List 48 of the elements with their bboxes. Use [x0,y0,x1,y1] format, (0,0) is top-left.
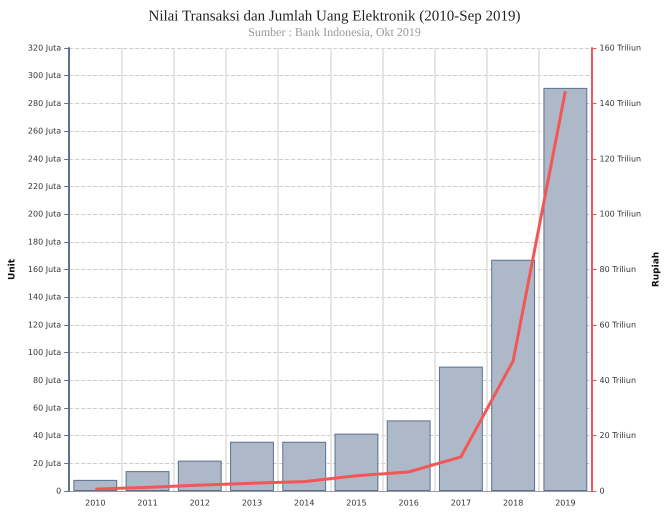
y-tick-label: 140 Juta [28,292,62,302]
x-tick-label: 2016 [398,498,419,508]
y-tick-label: 100 Juta [28,348,62,358]
y-tick-label: 240 Juta [28,154,62,164]
x-tick-label: 2014 [294,498,314,508]
y2-tick-label: 100 Triliun [599,210,642,219]
x-tick-label: 2011 [137,498,158,508]
y-tick-label: 0 [56,486,62,496]
x-tick-label: 2017 [450,498,472,508]
chart-subtitle: Sumber : Bank Indonesia, Okt 2019 [248,25,421,39]
y-tick-label: 80 Juta [32,376,62,385]
bar [282,442,326,491]
y-tick-label: 320 Juta [28,44,62,52]
x-tick-label: 2012 [190,498,210,508]
chart-title: Nilai Transaksi dan Jumlah Uang Elektronik (2010-Sep 2019) [148,8,521,24]
y-tick-label: 180 Juta [28,237,62,246]
bar [543,88,588,491]
y2-tick-label: 80 Triliun [599,265,636,274]
y-tick-label: 200 Juta [28,210,62,219]
line-series [94,90,567,491]
x-tick-label: 2018 [502,498,524,508]
bar [230,442,274,491]
x-tick-label: 2013 [242,498,262,508]
y2-tick-label: 160 Triliun [599,44,642,52]
y-tick-label: 300 Juta [28,71,62,80]
y-tick-label: 120 Juta [28,320,62,330]
y2-axis-title: Rupiah [652,252,662,288]
y2-tick-label: 20 Triliun [599,431,636,440]
y-tick-label: 160 Juta [28,265,62,274]
bar [386,420,431,491]
x-tick-label: 2019 [555,498,576,508]
y2-tick-label: 40 Triliun [599,376,636,385]
y2-tick-label: 60 Triliun [599,320,636,330]
bar [491,260,536,491]
y-tick-label: 40 Juta [32,431,62,440]
x-tick-label: 2015 [346,498,367,508]
y-tick-label: 280 Juta [28,98,62,108]
bar [334,434,378,491]
y-tick-label: 220 Juta [28,182,62,191]
y2-tick-label: 140 Triliun [599,98,642,108]
y-tick-label: 260 Juta [28,126,62,136]
y-tick-label: 60 Juta [32,403,62,412]
y2-tick-label: 0 [599,486,605,496]
y2-tick-label: 120 Triliun [599,154,642,164]
x-tick-label: 2010 [85,498,106,508]
y-tick-label: 20 Juta [32,458,62,468]
y-axis-title: Unit [8,258,18,280]
bar [438,366,483,491]
